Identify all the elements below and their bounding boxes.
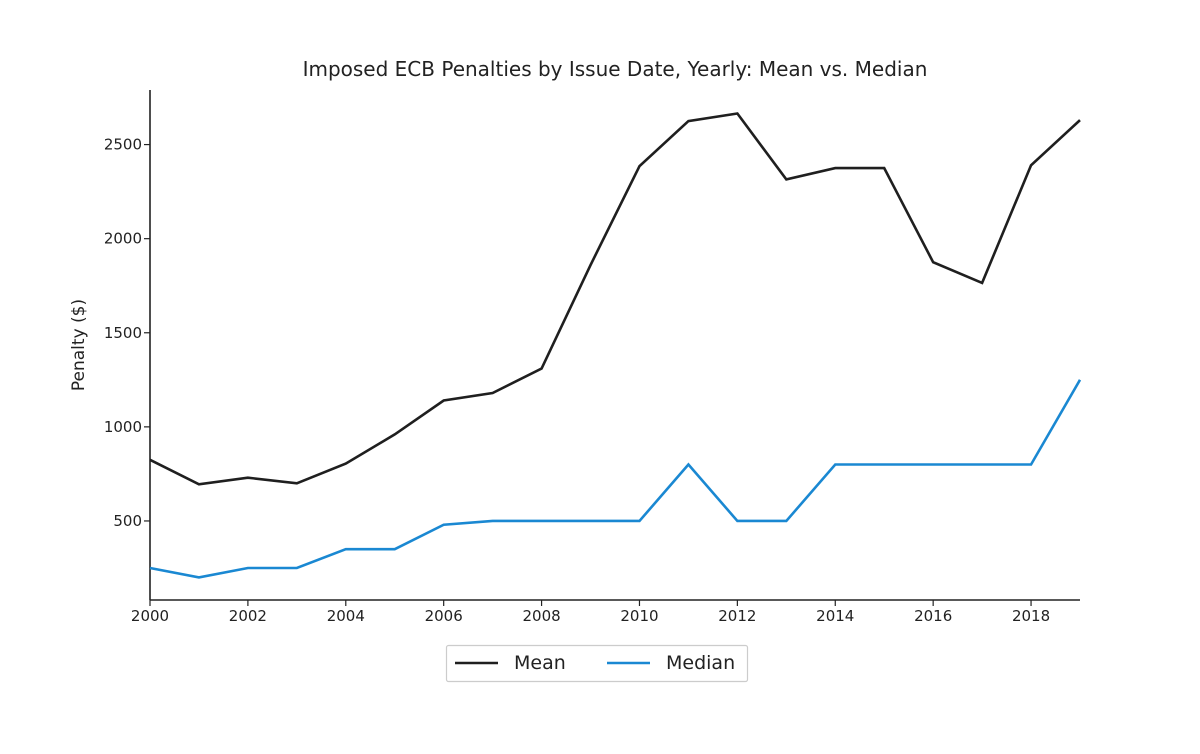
x-tick-label: 2006 — [425, 607, 463, 625]
y-tick-label: 500 — [113, 512, 142, 530]
y-tick-label: 2500 — [104, 136, 142, 154]
x-tick-label: 2012 — [718, 607, 756, 625]
legend-label-mean: Mean — [514, 652, 566, 674]
chart-title: Imposed ECB Penalties by Issue Date, Yea… — [303, 57, 928, 81]
y-tick-label: 2000 — [104, 230, 142, 248]
x-tick-label: 2000 — [131, 607, 169, 625]
x-tick-label: 2014 — [816, 607, 854, 625]
legend-label-median: Median — [666, 652, 735, 674]
y-tick-label: 1500 — [104, 324, 142, 342]
x-tick-label: 2018 — [1012, 607, 1050, 625]
y-tick-label: 1000 — [104, 418, 142, 436]
x-tick-label: 2008 — [522, 607, 560, 625]
series-line-mean — [150, 114, 1080, 485]
x-tick-label: 2016 — [914, 607, 952, 625]
y-axis-label: Penalty ($) — [69, 299, 89, 391]
series-line-median — [150, 380, 1080, 578]
legend: Mean Median — [447, 646, 748, 682]
x-tick-label: 2010 — [620, 607, 658, 625]
x-tick-label: 2002 — [229, 607, 267, 625]
x-tick-label: 2004 — [327, 607, 365, 625]
axes: 2000 2002 2004 2006 2008 2010 2012 2014 2016 2018… — [104, 90, 1080, 625]
series-lines — [150, 114, 1080, 578]
